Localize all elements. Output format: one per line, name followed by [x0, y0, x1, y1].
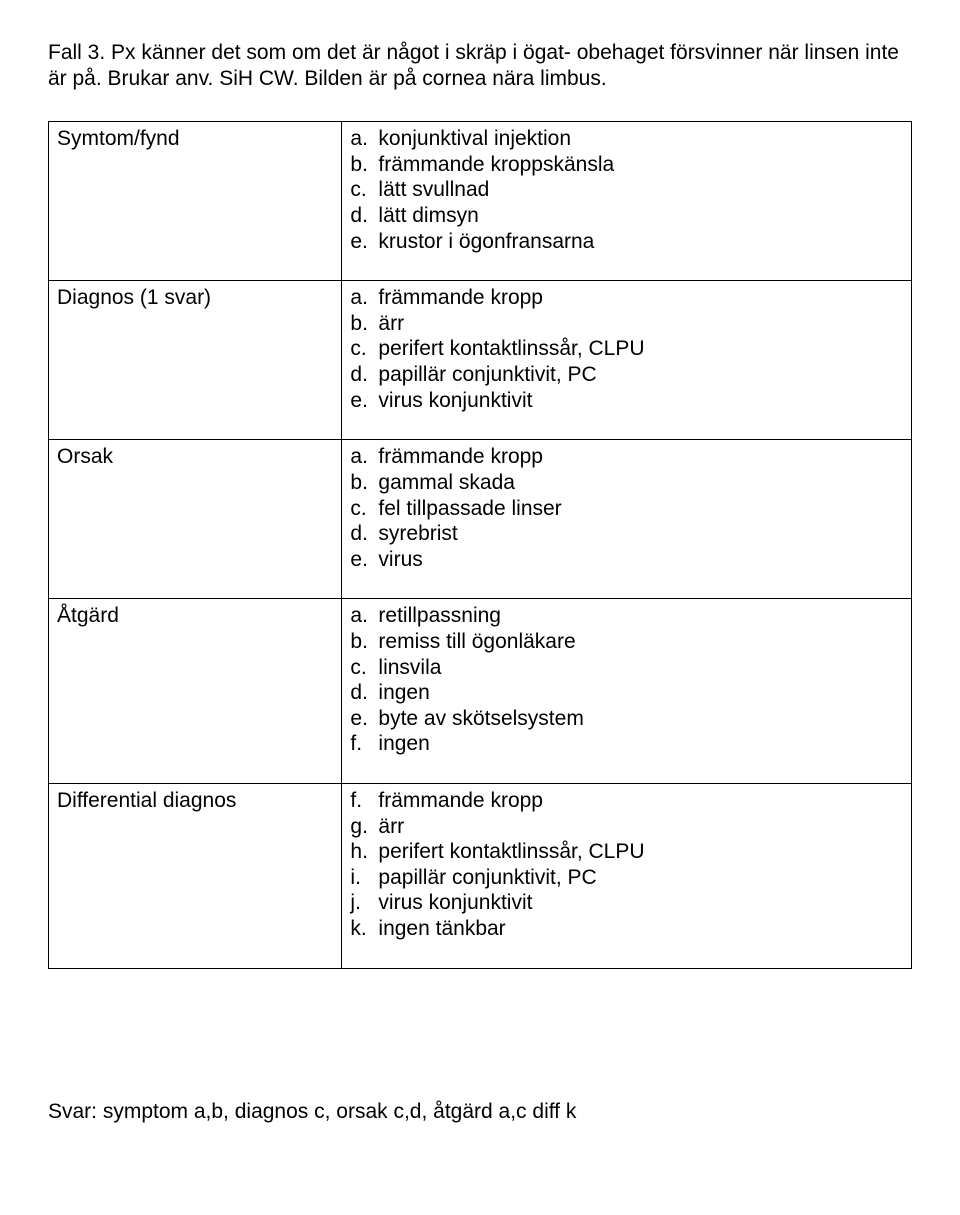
option-text: linsvila: [378, 655, 903, 681]
option-item: c.perifert kontaktlinssår, CLPU: [350, 336, 903, 362]
option-marker: a.: [350, 444, 378, 470]
row-options: a.konjunktival injektionb.främmande krop…: [342, 122, 912, 281]
option-marker: e.: [350, 229, 378, 255]
option-marker: h.: [350, 839, 378, 865]
option-item: c.linsvila: [350, 655, 903, 681]
option-marker: d.: [350, 362, 378, 388]
option-item: e.virus konjunktivit: [350, 388, 903, 414]
option-item: e.virus: [350, 547, 903, 573]
option-text: ärr: [378, 311, 903, 337]
option-marker: g.: [350, 814, 378, 840]
option-item: k.ingen tänkbar: [350, 916, 903, 942]
option-text: främmande kropp: [378, 444, 903, 470]
option-item: f.ingen: [350, 731, 903, 757]
option-item: e.byte av skötselsystem: [350, 706, 903, 732]
option-marker: e.: [350, 388, 378, 414]
table-row: Orsaka.främmande kroppb.gammal skadac.fe…: [49, 440, 912, 599]
option-item: d.syrebrist: [350, 521, 903, 547]
option-marker: c.: [350, 496, 378, 522]
option-text: fel tillpassade linser: [378, 496, 903, 522]
row-label: Symtom/fynd: [49, 122, 342, 281]
option-item: b.gammal skada: [350, 470, 903, 496]
case-table: Symtom/fynda.konjunktival injektionb.frä…: [48, 121, 912, 968]
option-item: b.remiss till ögonläkare: [350, 629, 903, 655]
option-text: remiss till ögonläkare: [378, 629, 903, 655]
table-row: Differential diagnosf.främmande kroppg.ä…: [49, 784, 912, 969]
option-item: d.lätt dimsyn: [350, 203, 903, 229]
table-row: Symtom/fynda.konjunktival injektionb.frä…: [49, 122, 912, 281]
option-text: retillpassning: [378, 603, 903, 629]
option-text: konjunktival injektion: [378, 126, 903, 152]
row-label: Orsak: [49, 440, 342, 599]
row-label: Differential diagnos: [49, 784, 342, 969]
option-item: c.lätt svullnad: [350, 177, 903, 203]
answer-line: Svar: symptom a,b, diagnos c, orsak c,d,…: [48, 1099, 912, 1125]
row-options: a.främmande kroppb.gammal skadac.fel til…: [342, 440, 912, 599]
option-marker: a.: [350, 285, 378, 311]
option-text: perifert kontaktlinssår, CLPU: [378, 336, 903, 362]
row-options: a.retillpassningb.remiss till ögonläkare…: [342, 599, 912, 784]
option-marker: b.: [350, 152, 378, 178]
option-text: ärr: [378, 814, 903, 840]
option-marker: f.: [350, 788, 378, 814]
option-text: ingen: [378, 731, 903, 757]
option-text: främmande kropp: [378, 285, 903, 311]
option-text: gammal skada: [378, 470, 903, 496]
option-text: perifert kontaktlinssår, CLPU: [378, 839, 903, 865]
option-marker: c.: [350, 336, 378, 362]
option-item: f.främmande kropp: [350, 788, 903, 814]
option-marker: a.: [350, 603, 378, 629]
option-marker: i.: [350, 865, 378, 891]
option-item: j.virus konjunktivit: [350, 890, 903, 916]
option-marker: c.: [350, 655, 378, 681]
option-item: a.retillpassning: [350, 603, 903, 629]
option-marker: d.: [350, 680, 378, 706]
option-marker: b.: [350, 311, 378, 337]
option-marker: c.: [350, 177, 378, 203]
option-text: lätt dimsyn: [378, 203, 903, 229]
option-text: ingen: [378, 680, 903, 706]
option-text: virus konjunktivit: [378, 890, 903, 916]
option-marker: d.: [350, 521, 378, 547]
option-item: b.främmande kroppskänsla: [350, 152, 903, 178]
option-item: a.främmande kropp: [350, 285, 903, 311]
option-text: främmande kroppskänsla: [378, 152, 903, 178]
option-marker: k.: [350, 916, 378, 942]
option-text: krustor i ögonfransarna: [378, 229, 903, 255]
option-text: papillär conjunktivit, PC: [378, 865, 903, 891]
option-marker: b.: [350, 629, 378, 655]
option-marker: f.: [350, 731, 378, 757]
option-text: främmande kropp: [378, 788, 903, 814]
option-text: byte av skötselsystem: [378, 706, 903, 732]
table-row: Diagnos (1 svar)a.främmande kroppb.ärrc.…: [49, 281, 912, 440]
option-item: e.krustor i ögonfransarna: [350, 229, 903, 255]
table-row: Åtgärda.retillpassningb.remiss till ögon…: [49, 599, 912, 784]
option-marker: j.: [350, 890, 378, 916]
row-options: a.främmande kroppb.ärrc.perifert kontakt…: [342, 281, 912, 440]
option-item: g.ärr: [350, 814, 903, 840]
option-text: virus: [378, 547, 903, 573]
option-item: a.främmande kropp: [350, 444, 903, 470]
option-item: d.papillär conjunktivit, PC: [350, 362, 903, 388]
case-intro: Fall 3. Px känner det som om det är någo…: [48, 40, 912, 91]
option-text: lätt svullnad: [378, 177, 903, 203]
option-item: c.fel tillpassade linser: [350, 496, 903, 522]
option-text: ingen tänkbar: [378, 916, 903, 942]
option-marker: e.: [350, 706, 378, 732]
option-text: syrebrist: [378, 521, 903, 547]
option-marker: b.: [350, 470, 378, 496]
option-item: a.konjunktival injektion: [350, 126, 903, 152]
row-options: f.främmande kroppg.ärrh.perifert kontakt…: [342, 784, 912, 969]
option-marker: e.: [350, 547, 378, 573]
option-item: b.ärr: [350, 311, 903, 337]
option-item: i.papillär conjunktivit, PC: [350, 865, 903, 891]
option-item: d.ingen: [350, 680, 903, 706]
option-text: papillär conjunktivit, PC: [378, 362, 903, 388]
option-text: virus konjunktivit: [378, 388, 903, 414]
row-label: Åtgärd: [49, 599, 342, 784]
row-label: Diagnos (1 svar): [49, 281, 342, 440]
option-item: h.perifert kontaktlinssår, CLPU: [350, 839, 903, 865]
option-marker: d.: [350, 203, 378, 229]
option-marker: a.: [350, 126, 378, 152]
